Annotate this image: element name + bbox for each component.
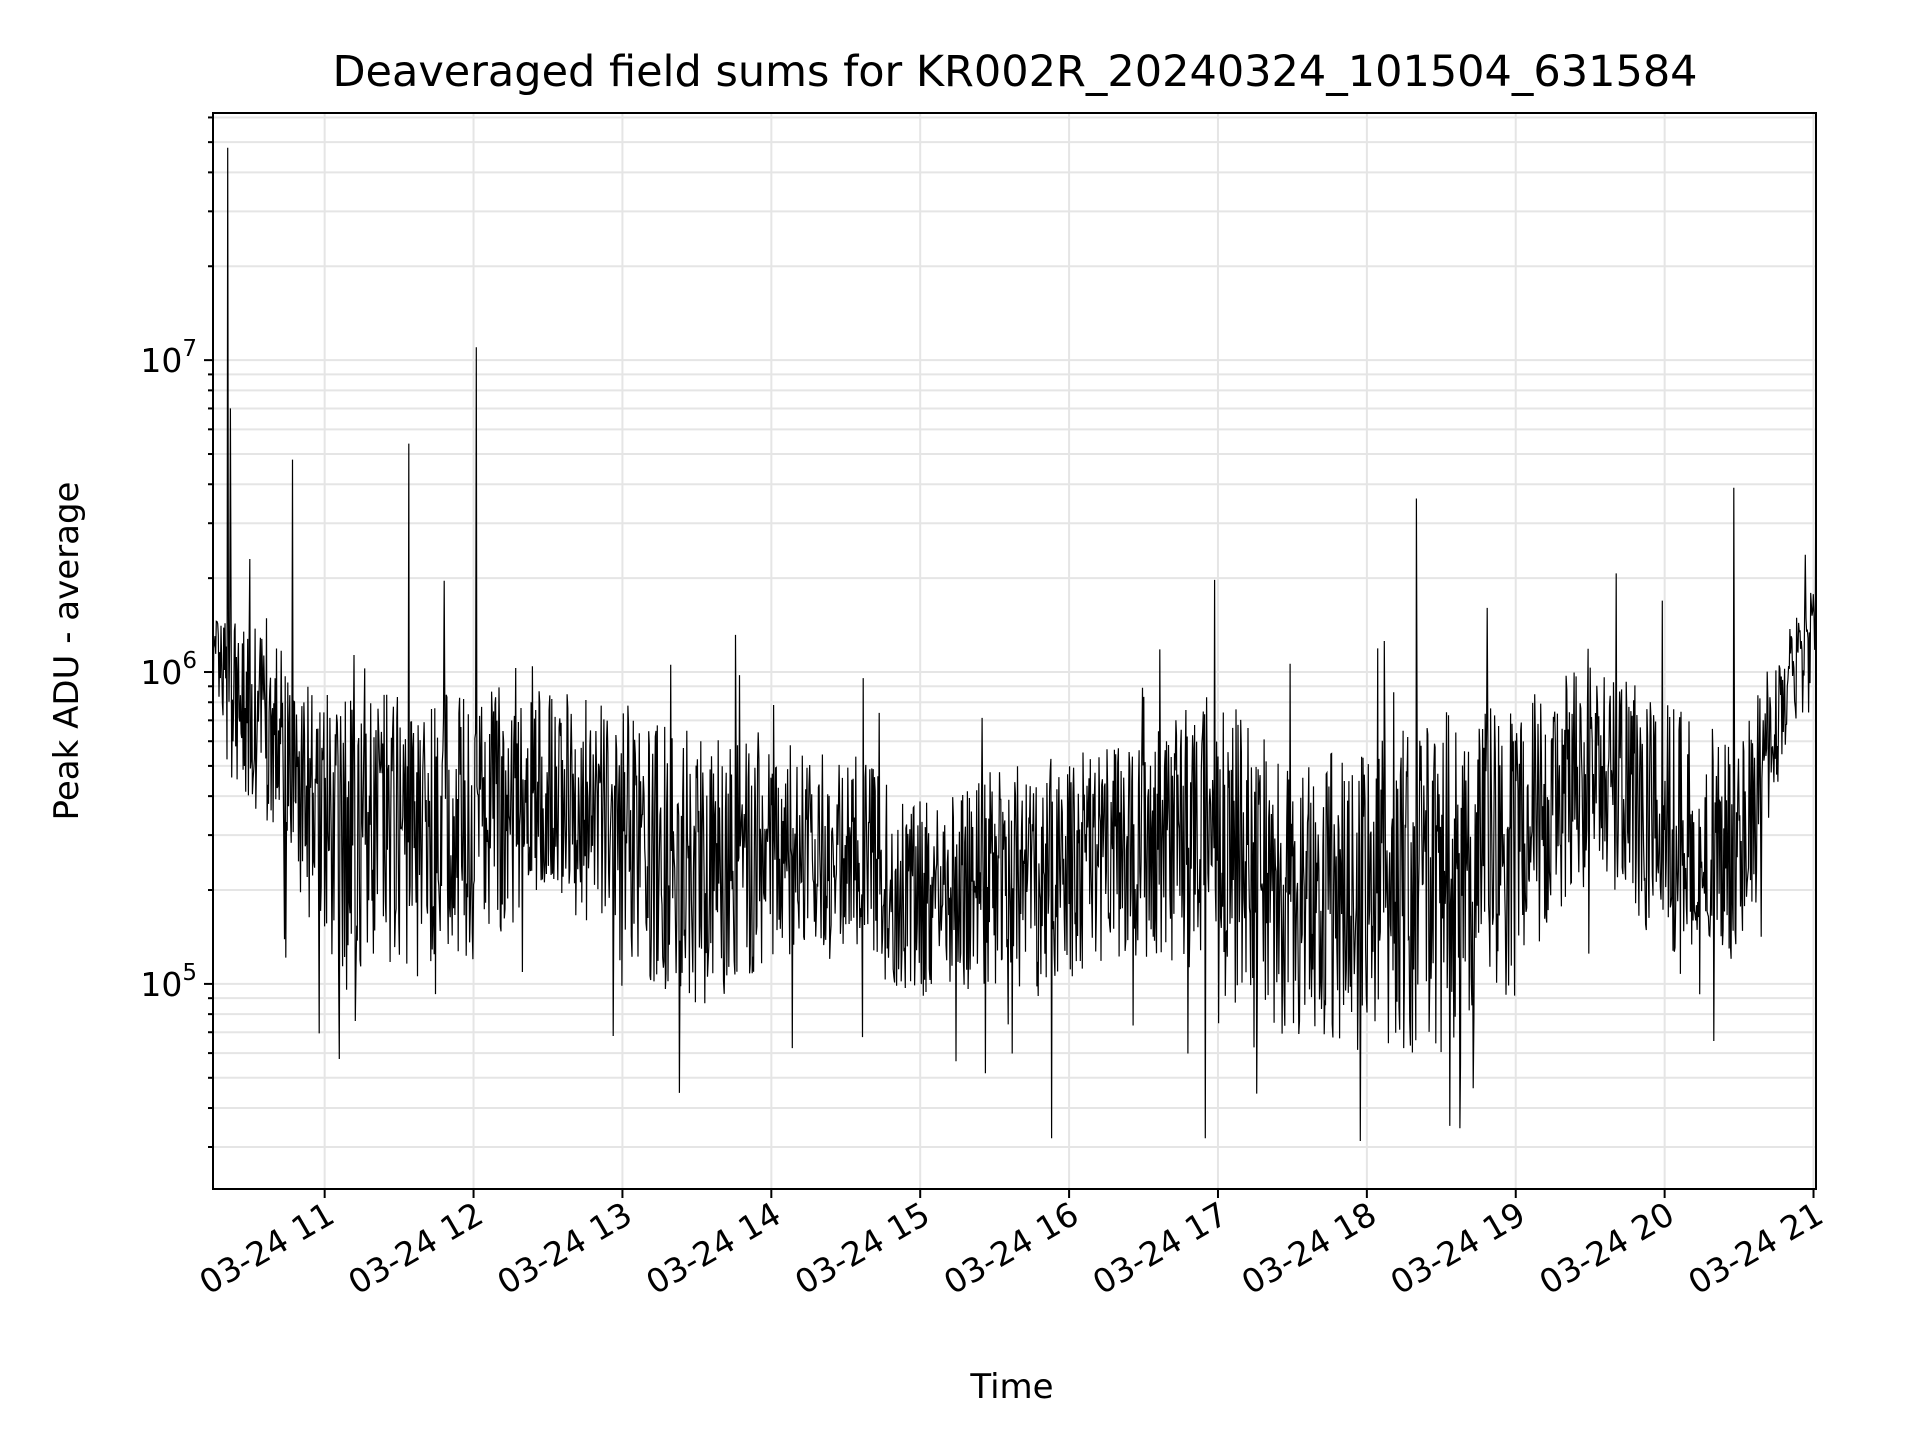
y-axis-label: Peak ADU - average — [47, 482, 87, 821]
x-tick-label: 03-24 13 — [490, 1194, 638, 1302]
x-tick-label: 03-24 11 — [193, 1194, 341, 1302]
data-series — [212, 147, 1817, 1142]
x-tick-label: 03-24 17 — [1086, 1194, 1234, 1302]
grid — [213, 113, 1816, 1189]
x-axis: 03-24 11 03-24 12 03-24 13 03-24 14 03-24 15… — [193, 1189, 1830, 1302]
x-tick-label: 03-24 16 — [937, 1194, 1085, 1302]
y-tick-label: 107 — [140, 336, 197, 380]
x-tick-label: 03-24 19 — [1384, 1194, 1532, 1302]
y-axis: 105 106 107 — [140, 116, 213, 1148]
chart-title: Deaveraged field sums for KR002R_2024032… — [332, 47, 1697, 97]
x-axis-label: Time — [969, 1367, 1053, 1407]
x-tick-label: 03-24 15 — [788, 1194, 936, 1302]
x-tick-label: 03-24 21 — [1682, 1194, 1830, 1302]
x-tick-label: 03-24 20 — [1533, 1194, 1681, 1302]
y-tick-label: 106 — [140, 648, 197, 692]
x-tick-label: 03-24 14 — [639, 1194, 787, 1302]
x-tick-label: 03-24 12 — [342, 1194, 490, 1302]
series-line — [212, 147, 1817, 1142]
y-tick-label: 105 — [140, 960, 197, 1004]
plot-frame — [212, 112, 1817, 1190]
x-tick-label: 03-24 18 — [1235, 1194, 1383, 1302]
